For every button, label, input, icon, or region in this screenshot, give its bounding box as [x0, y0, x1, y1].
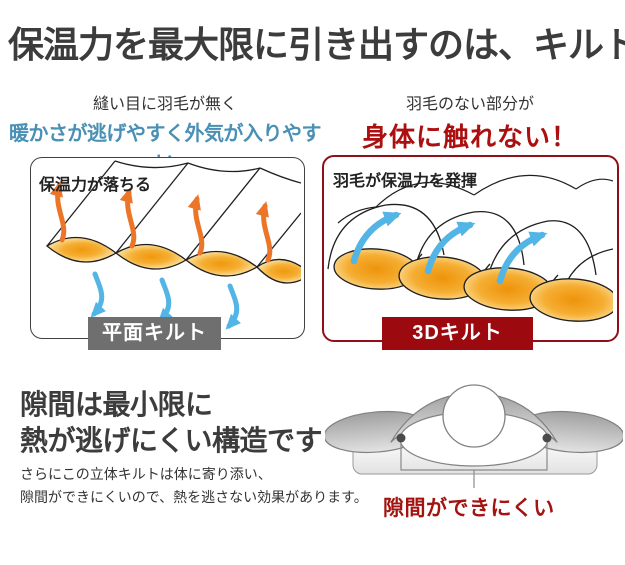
back-baffle-arcs	[337, 174, 613, 224]
body-cross-section	[442, 384, 506, 448]
down-pods-3d	[333, 248, 613, 322]
contact-point-right	[542, 433, 552, 443]
page-title: 保温力を最大限に引き出すのは、キルトの形	[8, 25, 625, 65]
structure-body-line2: 隙間ができにくいので、熱を逃さない効果があります。	[20, 489, 368, 505]
structure-body-line1: さらにこの立体キルトは体に寄り添い、	[20, 466, 272, 482]
3d-quilt-highlight: 身体に触れない！	[361, 122, 578, 152]
flat-quilt-subtitle: 縫い目に羽毛が無く	[92, 96, 237, 113]
gap-label: 隙間ができにくい	[383, 497, 555, 520]
structure-body: さらにこの立体キルトは体に寄り添い、 隙間ができにくいので、熱を逃さない効果があ…	[20, 463, 368, 509]
flat-quilt-diagram	[45, 160, 301, 330]
3d-quilt-diagram	[327, 174, 613, 322]
quilt-seam-lines	[46, 160, 301, 268]
flat-quilt-label: 平面キルト	[88, 317, 221, 350]
structure-heading-line2: 熱が逃げにくい構造です	[20, 426, 322, 457]
3d-quilt-subtitle: 羽毛のない部分が	[405, 96, 534, 113]
3d-quilt-caption: 羽毛が保温力を発揮	[333, 173, 478, 190]
flat-quilt-caption: 保温力が落ちる	[39, 177, 152, 194]
cross-section-diagram	[325, 384, 623, 488]
3d-quilt-panel	[322, 155, 619, 342]
structure-heading: 隙間は最小限に 熱が逃げにくい構造です	[20, 388, 322, 460]
contact-point-left	[396, 433, 406, 443]
warmth-arrows	[350, 211, 548, 285]
heat-escape-arrows	[49, 181, 273, 263]
structure-heading-line1: 隙間は最小限に	[20, 390, 213, 421]
down-pods	[45, 236, 301, 284]
3d-quilt-label: 3Dキルト	[382, 317, 533, 350]
3d-quilt-header: 羽毛のない部分が 身体に触れない！	[320, 90, 620, 154]
flat-quilt-panel	[30, 157, 305, 339]
cold-air-arrows	[90, 271, 241, 330]
